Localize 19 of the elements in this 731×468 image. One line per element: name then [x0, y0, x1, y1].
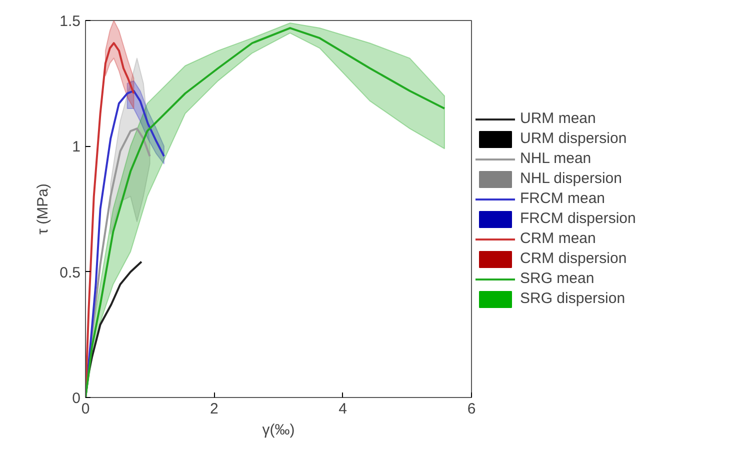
x-axis-title: γ(‰): [262, 422, 295, 438]
legend-label: URM mean: [520, 109, 596, 128]
legend-label: NHL dispersion: [520, 169, 622, 188]
legend-label: SRG dispersion: [520, 289, 626, 308]
x-tick-label: 4: [338, 400, 348, 418]
legend-label: SRG mean: [520, 269, 594, 288]
legend-label: FRCM mean: [520, 189, 606, 208]
y-tick-label: 1: [72, 138, 80, 156]
y-tick-label: 1.5: [60, 13, 81, 30]
legend-label: CRM dispersion: [520, 249, 627, 268]
legend-label: FRCM dispersion: [520, 209, 636, 228]
legend-label: NHL mean: [520, 149, 592, 168]
x-tick-label: 2: [210, 400, 218, 418]
y-tick-label: 0.5: [60, 264, 81, 282]
legend-label: URM dispersion: [520, 129, 627, 148]
x-tick-label: 6: [467, 400, 476, 418]
legend-label: CRM mean: [520, 229, 596, 248]
y-tick-label: 0: [72, 390, 80, 407]
y-axis-title: τ (MPa): [34, 184, 52, 234]
